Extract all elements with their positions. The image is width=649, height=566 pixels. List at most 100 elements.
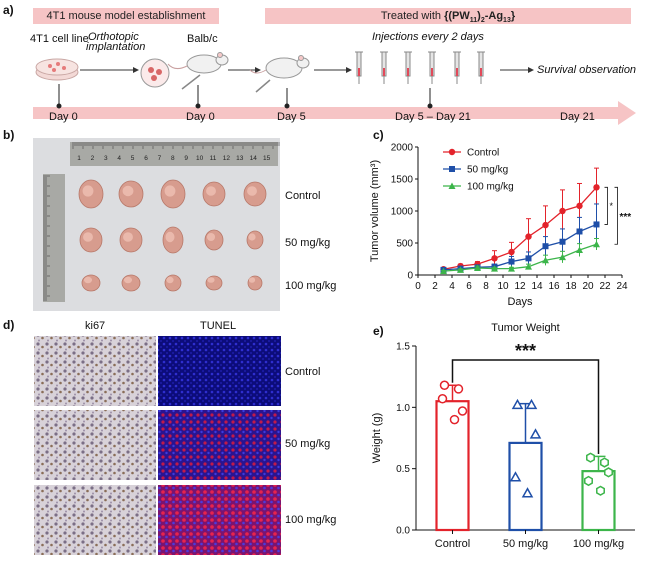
- tumor: [205, 275, 223, 291]
- tunel-header: TUNEL: [200, 320, 237, 332]
- timeline-label: Day 5 – Day 21: [395, 111, 471, 123]
- tumor: [162, 226, 184, 254]
- timeline-label: Day 0: [186, 111, 215, 123]
- implantation-label: implantation: [86, 41, 146, 53]
- establishment-bar: 4T1 mouse model establishment: [33, 8, 219, 24]
- significance-bracket: [604, 186, 608, 225]
- x-tick-label: 14: [531, 281, 543, 292]
- treatment-prefix: Treated with: [380, 10, 445, 22]
- significance-label: ***: [620, 212, 632, 223]
- ruler-number: 11: [210, 155, 217, 162]
- y-tick-label: 0: [407, 271, 413, 282]
- orthotopic-label: Orthotopic: [88, 31, 139, 43]
- significance-label: *: [610, 201, 614, 211]
- legend-marker: [448, 148, 456, 156]
- bar: [508, 441, 543, 532]
- series-line: [443, 186, 597, 270]
- series-line: [443, 223, 597, 271]
- series-1: [440, 203, 600, 273]
- tumor: [164, 274, 182, 292]
- injections-label: Injections every 2 days: [372, 31, 484, 43]
- series-0: [440, 167, 600, 273]
- data-point: [576, 202, 583, 210]
- x-tick-label: 12: [514, 281, 526, 292]
- data-point: [525, 398, 538, 410]
- y-tick-label: 500: [396, 239, 413, 250]
- y-tick-label: 2000: [391, 143, 414, 154]
- data-point: [593, 184, 600, 191]
- tumor: [78, 179, 104, 209]
- ki67-image-50: [34, 410, 156, 480]
- ruler-number: 1: [77, 155, 81, 162]
- data-point: [508, 248, 515, 256]
- panel-c-letter: c): [373, 128, 384, 142]
- y-axis-label: Weight (g): [371, 413, 383, 464]
- data-point: [474, 264, 481, 271]
- data-point: [529, 428, 542, 439]
- group-label-50: 50 mg/kg: [285, 237, 331, 249]
- data-point: [457, 266, 464, 273]
- ruler-number: 15: [263, 155, 271, 162]
- tumor: [160, 179, 186, 209]
- microscopy-grid: [34, 336, 281, 555]
- x-tick-label: 6: [466, 281, 472, 292]
- tumor: [204, 229, 224, 251]
- ruler-number: 5: [131, 155, 135, 162]
- significance-label: ***: [515, 341, 536, 361]
- timeline-ticks: [56, 84, 433, 109]
- data-point: [508, 265, 515, 272]
- y-tick-label: 1.5: [396, 342, 410, 353]
- legend-marker: [449, 166, 455, 172]
- tumor: [202, 181, 226, 207]
- data-point: [521, 487, 534, 498]
- tumor-photo-svg: 1 2 3 4 5 6 7 8 9 10 11 12 13 14 15: [43, 142, 282, 302]
- ruler-number: 13: [236, 155, 244, 162]
- survival-label: Survival observation: [537, 64, 637, 76]
- tumor: [119, 227, 143, 253]
- y-tick-label: 1000: [391, 207, 414, 218]
- ki67-image-control: [34, 336, 156, 406]
- x-tick-label: 10: [497, 281, 509, 292]
- data-point: [491, 255, 498, 262]
- data-point: [440, 267, 447, 275]
- data-point: [559, 253, 566, 261]
- x-tick-label: Control: [435, 538, 470, 550]
- tumor-weight-chart: Tumor Weight 0.0 0.5 1.0 1.5 Weight (g) Contro…: [371, 322, 635, 550]
- significance-bracket: [451, 359, 600, 454]
- tumor: [243, 181, 267, 207]
- x-tick-label: 50 mg/kg: [503, 538, 548, 550]
- tumor: [81, 274, 101, 292]
- legend-label: Control: [467, 148, 499, 159]
- tunel-image-50: [158, 410, 281, 480]
- data-point: [559, 207, 566, 215]
- ki67-image-100: [34, 485, 156, 555]
- data-point: [525, 263, 532, 270]
- legend-marker: [448, 182, 456, 189]
- data-point: [584, 475, 593, 487]
- y-tick-label: 1.0: [396, 403, 410, 414]
- x-tick-label: 20: [582, 281, 594, 292]
- ruler-number: 6: [144, 155, 148, 162]
- tunel-image-100: [158, 485, 281, 555]
- tumor-photo: 1 2 3 4 5 6 7 8 9 10 11 12 13 14 15: [33, 138, 282, 311]
- petri-dish-icon: [35, 58, 79, 81]
- horizontal-ruler: [70, 142, 278, 166]
- y-tick-label: 0.5: [396, 464, 410, 475]
- panel-e-letter: e): [373, 324, 384, 338]
- timeline-arrow: [33, 101, 636, 125]
- ki67-header: ki67: [85, 320, 106, 332]
- y-tick-label: 0.0: [396, 526, 410, 537]
- treatment-bar: Treated with {(PW11)2-Ag13}: [265, 8, 631, 24]
- data-point: [559, 238, 566, 245]
- ruler-number: 12: [223, 155, 231, 162]
- data-point: [511, 398, 524, 410]
- data-point: [586, 452, 595, 463]
- data-point: [542, 256, 549, 264]
- data-point: [437, 393, 448, 404]
- cell-culture-icon: [140, 58, 170, 88]
- data-point: [593, 221, 600, 228]
- data-point: [576, 246, 583, 254]
- data-point: [453, 384, 464, 394]
- data-point: [593, 240, 600, 248]
